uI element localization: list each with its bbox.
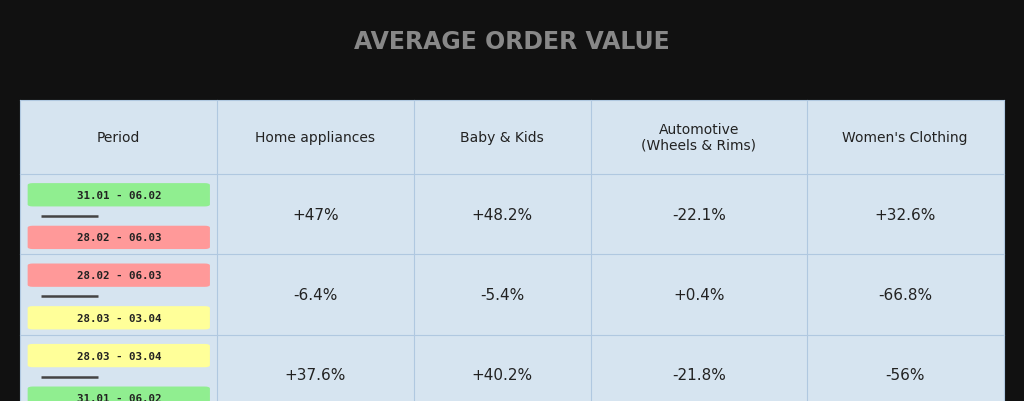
Text: +32.6%: +32.6% <box>874 207 936 222</box>
Text: +48.2%: +48.2% <box>472 207 532 222</box>
Text: -22.1%: -22.1% <box>672 207 726 222</box>
Text: Period: Period <box>97 130 140 144</box>
Text: -5.4%: -5.4% <box>480 287 524 302</box>
Text: AVERAGE ORDER VALUE: AVERAGE ORDER VALUE <box>354 30 670 54</box>
Bar <box>20 335 1004 401</box>
Bar <box>20 100 1004 174</box>
Text: 28.02 - 06.03: 28.02 - 06.03 <box>77 271 161 280</box>
Text: +47%: +47% <box>292 207 339 222</box>
Bar <box>20 255 1004 335</box>
Text: 31.01 - 06.02: 31.01 - 06.02 <box>77 190 161 200</box>
FancyBboxPatch shape <box>28 226 210 249</box>
Text: 28.03 - 03.04: 28.03 - 03.04 <box>77 313 161 323</box>
FancyBboxPatch shape <box>28 306 210 330</box>
Text: -6.4%: -6.4% <box>293 287 338 302</box>
Text: Home appliances: Home appliances <box>255 130 376 144</box>
Text: +0.4%: +0.4% <box>673 287 725 302</box>
Text: Automotive
(Wheels & Rims): Automotive (Wheels & Rims) <box>641 122 757 152</box>
Bar <box>20 100 1004 401</box>
Text: -56%: -56% <box>886 367 925 383</box>
Text: +37.6%: +37.6% <box>285 367 346 383</box>
Text: 28.03 - 03.04: 28.03 - 03.04 <box>77 351 161 360</box>
FancyBboxPatch shape <box>28 387 210 401</box>
Text: -21.8%: -21.8% <box>672 367 726 383</box>
Text: Baby & Kids: Baby & Kids <box>461 130 544 144</box>
Text: -66.8%: -66.8% <box>879 287 932 302</box>
Text: +40.2%: +40.2% <box>472 367 532 383</box>
Bar <box>20 174 1004 255</box>
Text: 28.02 - 06.03: 28.02 - 06.03 <box>77 233 161 243</box>
Text: Women's Clothing: Women's Clothing <box>843 130 968 144</box>
FancyBboxPatch shape <box>28 344 210 367</box>
FancyBboxPatch shape <box>28 264 210 287</box>
FancyBboxPatch shape <box>28 184 210 207</box>
Text: 31.01 - 06.02: 31.01 - 06.02 <box>77 393 161 401</box>
